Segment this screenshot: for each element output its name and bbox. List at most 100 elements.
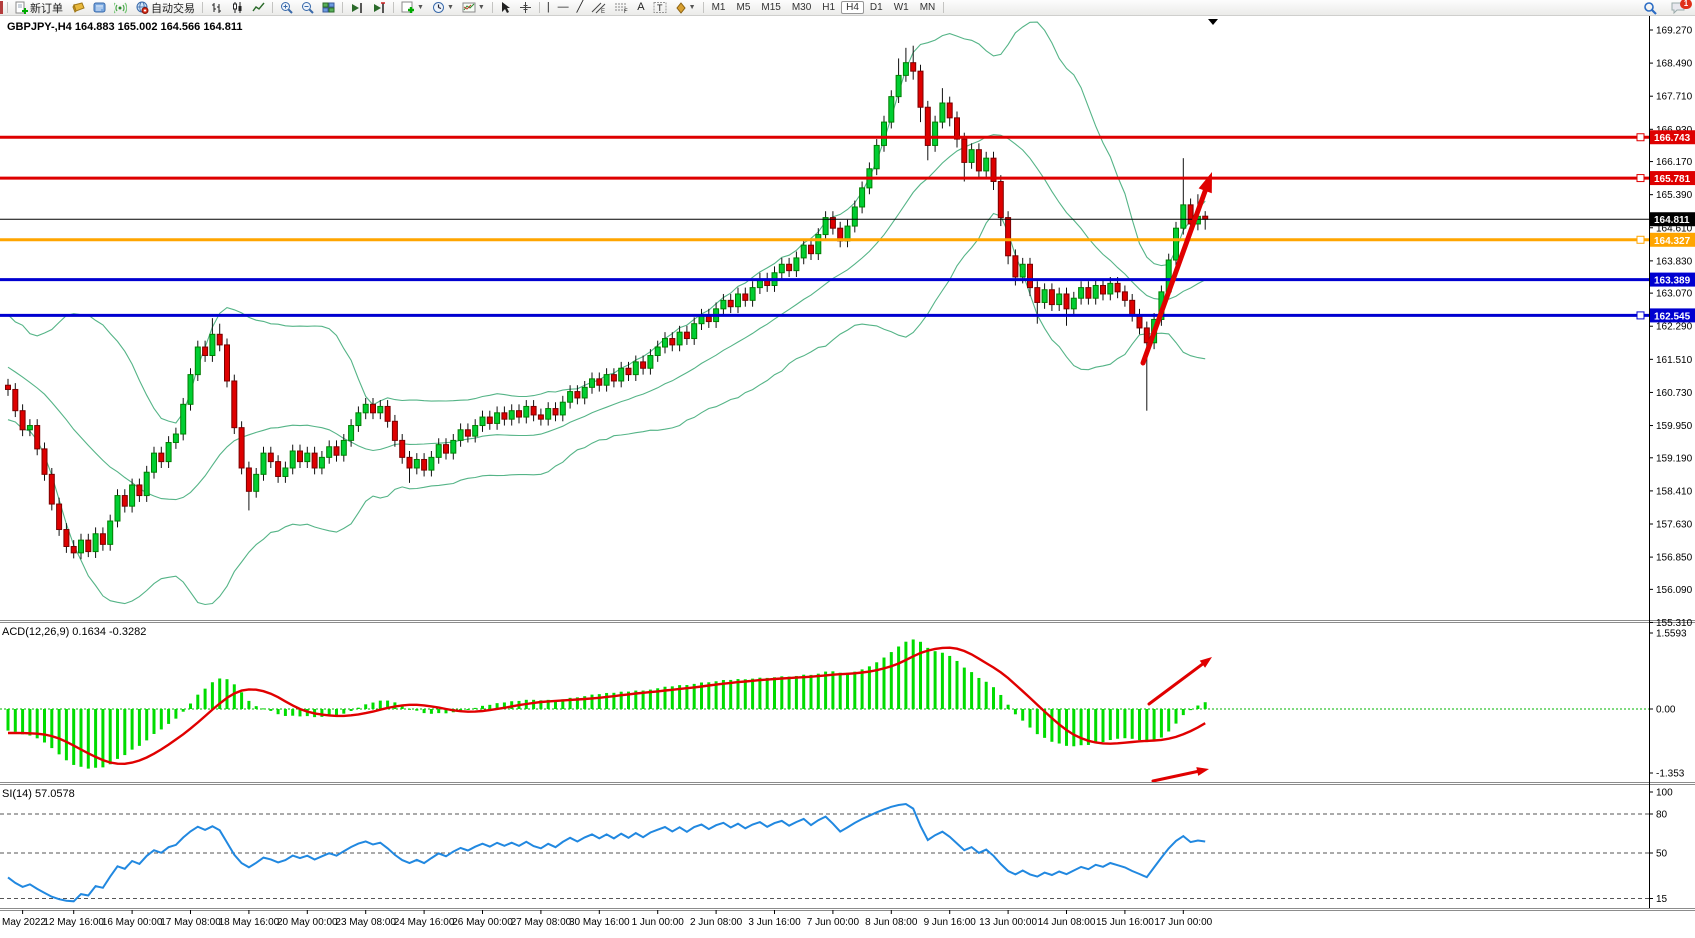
svg-text:158.410: 158.410 — [1656, 486, 1693, 497]
panel-separators[interactable] — [0, 620, 1695, 911]
horizontal-line-icon: — — [557, 1, 569, 13]
periods-button[interactable]: ▼ — [428, 0, 458, 15]
timeframe-d1[interactable]: D1 — [865, 1, 888, 14]
toolbar-separator — [538, 2, 540, 13]
text-button[interactable]: A — [633, 0, 648, 15]
svg-text:15: 15 — [1656, 894, 1668, 905]
svg-text:0.00: 0.00 — [1656, 705, 1676, 716]
notifications-button[interactable]: 1 — [1667, 0, 1692, 15]
tile-windows-button[interactable] — [318, 0, 339, 15]
horizontal-line-button[interactable]: — — [554, 0, 573, 15]
timeframe-m30[interactable]: M30 — [787, 1, 816, 14]
timeframe-m15[interactable]: M15 — [756, 1, 785, 14]
svg-text:162.290: 162.290 — [1656, 322, 1693, 333]
svg-text:18 May 16:00: 18 May 16:00 — [219, 917, 280, 928]
market-watch-button[interactable] — [67, 0, 89, 15]
svg-text:24 May 16:00: 24 May 16:00 — [394, 917, 455, 928]
trendline-icon: ╱ — [576, 1, 584, 13]
search-button[interactable] — [1639, 0, 1661, 15]
indicators-button[interactable]: ▼ — [397, 0, 428, 15]
toolbar-separator — [491, 2, 493, 13]
data-window-button[interactable] — [89, 0, 110, 15]
chart-shift-marker[interactable] — [1208, 19, 1218, 25]
crosshair-icon — [519, 1, 532, 14]
svg-text:163.389: 163.389 — [1654, 276, 1691, 287]
svg-text:8 Jun 08:00: 8 Jun 08:00 — [865, 917, 918, 928]
timeframe-mn[interactable]: MN — [915, 1, 941, 14]
rsi-indicator-label: SI(14) 57.0578 — [2, 788, 75, 800]
svg-text:166.743: 166.743 — [1654, 133, 1691, 144]
svg-text:162.545: 162.545 — [1654, 311, 1691, 322]
svg-text:23 May 08:00: 23 May 08:00 — [335, 917, 396, 928]
svg-text:12 May 16:00: 12 May 16:00 — [43, 917, 104, 928]
svg-text:7 Jun 00:00: 7 Jun 00:00 — [807, 917, 860, 928]
candlestick-chart-button[interactable] — [227, 0, 248, 15]
timeframe-h1[interactable]: H1 — [817, 1, 840, 14]
chart-shift-button[interactable] — [368, 0, 390, 15]
line-chart-button[interactable] — [248, 0, 269, 15]
bollinger-bands — [7, 21, 1206, 606]
toolbar-separator — [272, 2, 273, 13]
fibonacci-button[interactable]: F — [610, 0, 633, 15]
svg-text:157.630: 157.630 — [1656, 520, 1693, 531]
svg-text:164.610: 164.610 — [1656, 223, 1693, 234]
autotrading-button[interactable]: 自动交易 — [131, 0, 199, 15]
rsi-panel — [0, 802, 1649, 903]
trendline-button[interactable]: ╱ — [573, 0, 588, 15]
text-icon: A — [637, 1, 645, 13]
svg-text:161.510: 161.510 — [1656, 355, 1693, 366]
price-axis[interactable]: 169.270168.490167.710166.930166.170165.3… — [1649, 16, 1693, 908]
toolbar-right-group: 1 — [1639, 0, 1695, 15]
new-order-button[interactable]: 新订单 — [11, 0, 67, 15]
macd-indicator-label: ACD(12,26,9) 0.1634 -0.3282 — [2, 626, 147, 638]
vertical-line-button[interactable]: | — [543, 0, 554, 15]
timeframe-m5[interactable]: M5 — [731, 1, 755, 14]
svg-text:26 May 00:00: 26 May 00:00 — [452, 917, 513, 928]
toolbar-separator — [202, 2, 203, 13]
rsi-arrow — [1151, 770, 1199, 783]
rsi-line — [7, 802, 1206, 903]
drawn-arrows[interactable] — [1140, 172, 1212, 783]
signal-button[interactable] — [110, 0, 131, 15]
candlestick-series — [5, 45, 1209, 560]
horizontal-levels[interactable] — [0, 135, 1649, 317]
svg-text:165.781: 165.781 — [1654, 174, 1691, 185]
fibonacci-icon: F — [614, 1, 629, 14]
svg-text:13 Jun 00:00: 13 Jun 00:00 — [979, 917, 1037, 928]
svg-text:156.850: 156.850 — [1656, 553, 1693, 564]
auto-scroll-button[interactable] — [346, 0, 368, 15]
templates-icon — [462, 1, 476, 14]
timeframe-h4[interactable]: H4 — [841, 1, 864, 14]
new-order-icon — [15, 1, 28, 14]
svg-text:166.170: 166.170 — [1656, 157, 1693, 168]
svg-text:30 May 16:00: 30 May 16:00 — [569, 917, 630, 928]
timeframe-m1[interactable]: M1 — [707, 1, 731, 14]
toolbar-separator — [342, 2, 343, 13]
svg-text:1 Jun 00:00: 1 Jun 00:00 — [632, 917, 685, 928]
bar-chart-button[interactable] — [206, 0, 227, 15]
svg-text:169.270: 169.270 — [1656, 26, 1693, 37]
svg-text:27 May 08:00: 27 May 08:00 — [511, 917, 572, 928]
dropdown-caret-icon: ▼ — [477, 4, 485, 11]
templates-button[interactable]: ▼ — [458, 0, 489, 15]
candlestick-chart-icon — [231, 1, 244, 14]
new-order-label: 新订单 — [30, 2, 63, 15]
trend-arrow — [1140, 188, 1208, 366]
macd-panel — [0, 639, 1649, 769]
shapes-button[interactable]: ▼ — [671, 0, 700, 15]
svg-text:F: F — [624, 9, 628, 14]
toolbar-separator — [702, 2, 704, 13]
label-button[interactable]: T — [649, 0, 671, 15]
svg-text:155.310: 155.310 — [1656, 618, 1693, 629]
channel-button[interactable]: E — [587, 0, 610, 15]
zoom-out-button[interactable] — [297, 0, 318, 15]
timeframe-w1[interactable]: W1 — [889, 1, 914, 14]
crosshair-button[interactable] — [515, 0, 536, 15]
zoom-in-button[interactable] — [276, 0, 297, 15]
shapes-icon — [675, 1, 687, 14]
cursor-button[interactable] — [496, 0, 515, 15]
svg-text:164.811: 164.811 — [1654, 215, 1690, 226]
svg-text:-1.353: -1.353 — [1656, 769, 1685, 780]
